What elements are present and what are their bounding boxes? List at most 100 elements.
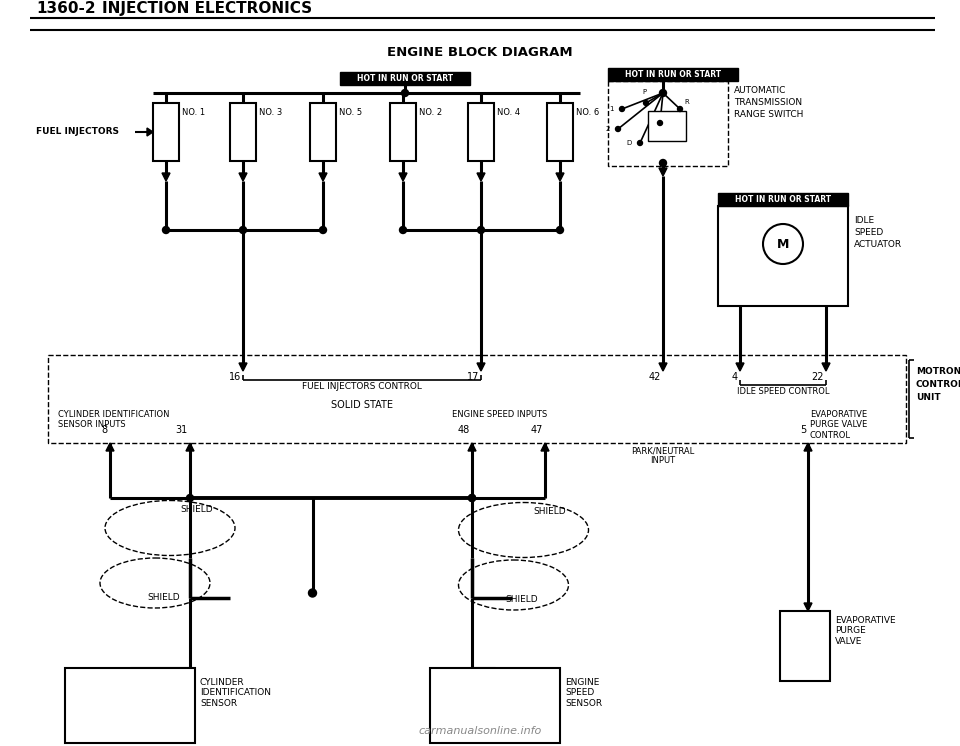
Polygon shape: [804, 443, 812, 451]
Text: carmanualsonline.info: carmanualsonline.info: [419, 726, 541, 736]
Circle shape: [643, 101, 649, 105]
Circle shape: [468, 495, 475, 501]
Circle shape: [619, 107, 625, 111]
Bar: [153, 103, 179, 161]
Text: SPEED: SPEED: [854, 228, 883, 237]
Bar: [310, 103, 336, 161]
Text: NO. 5: NO. 5: [339, 108, 362, 117]
Text: CYLINDER IDENTIFICATION
SENSOR INPUTS: CYLINDER IDENTIFICATION SENSOR INPUTS: [58, 410, 170, 430]
Text: ACTUATOR: ACTUATOR: [854, 240, 902, 249]
Bar: [648, 111, 686, 141]
Circle shape: [186, 495, 194, 501]
Text: IDLE SPEED CONTROL: IDLE SPEED CONTROL: [736, 387, 829, 396]
Polygon shape: [822, 363, 830, 371]
Text: N: N: [664, 120, 669, 126]
Bar: [340, 72, 470, 85]
Polygon shape: [659, 168, 667, 176]
Circle shape: [308, 589, 317, 597]
Text: ENGINE BLOCK DIAGRAM: ENGINE BLOCK DIAGRAM: [387, 46, 573, 59]
Text: IDLE: IDLE: [854, 216, 875, 225]
Circle shape: [658, 121, 662, 125]
Text: UNIT: UNIT: [916, 393, 941, 402]
Text: NO. 2: NO. 2: [419, 108, 443, 117]
Text: HOT IN RUN OR START: HOT IN RUN OR START: [357, 74, 453, 83]
Bar: [390, 103, 416, 161]
Text: PARK/NEUTRAL
INPUT: PARK/NEUTRAL INPUT: [632, 446, 695, 466]
Polygon shape: [477, 173, 485, 181]
Circle shape: [763, 224, 803, 264]
Circle shape: [615, 127, 620, 131]
Circle shape: [660, 160, 666, 166]
Polygon shape: [541, 443, 549, 451]
Polygon shape: [239, 173, 247, 181]
Text: NO. 1: NO. 1: [182, 108, 205, 117]
Text: ENGINE SPEED INPUTS: ENGINE SPEED INPUTS: [452, 410, 547, 419]
Text: AUTOMATIC: AUTOMATIC: [734, 86, 786, 95]
Text: 31: 31: [176, 425, 188, 435]
Polygon shape: [319, 173, 327, 181]
Polygon shape: [186, 443, 194, 451]
Text: SHIELD: SHIELD: [506, 595, 539, 604]
Circle shape: [239, 227, 247, 233]
Polygon shape: [736, 363, 744, 371]
Text: SHIELD: SHIELD: [534, 507, 566, 516]
Text: 48: 48: [458, 425, 470, 435]
Text: SOLID STATE: SOLID STATE: [331, 400, 393, 410]
Circle shape: [320, 227, 326, 233]
Text: MOTRONIC: MOTRONIC: [916, 367, 960, 376]
Text: FUEL INJECTORS CONTROL: FUEL INJECTORS CONTROL: [302, 382, 422, 391]
Text: M: M: [777, 237, 789, 251]
Polygon shape: [147, 128, 153, 136]
Polygon shape: [162, 173, 170, 181]
Circle shape: [477, 227, 485, 233]
Text: 4: 4: [732, 372, 738, 382]
Circle shape: [162, 227, 170, 233]
Text: RANGE SWITCH: RANGE SWITCH: [734, 110, 804, 119]
Text: SHIELD: SHIELD: [147, 593, 180, 602]
Text: TRANSMISSION: TRANSMISSION: [734, 98, 803, 107]
Circle shape: [401, 90, 409, 96]
Bar: [430, 668, 560, 743]
Text: HOT IN RUN OR START: HOT IN RUN OR START: [625, 70, 721, 79]
Circle shape: [557, 227, 564, 233]
Bar: [608, 81, 728, 166]
Polygon shape: [804, 603, 812, 611]
Circle shape: [637, 140, 642, 145]
Circle shape: [399, 227, 406, 233]
Text: ENGINE
SPEED
SENSOR: ENGINE SPEED SENSOR: [565, 678, 602, 708]
Text: EVAPORATIVE
PURGE
VALVE: EVAPORATIVE PURGE VALVE: [835, 616, 896, 646]
Bar: [780, 611, 830, 681]
Polygon shape: [399, 173, 407, 181]
Text: 2: 2: [606, 126, 610, 132]
Polygon shape: [239, 363, 247, 371]
Polygon shape: [659, 363, 667, 371]
Text: 5: 5: [800, 425, 806, 435]
Text: INJECTION ELECTRONICS: INJECTION ELECTRONICS: [102, 1, 312, 16]
Text: CONTROL: CONTROL: [916, 380, 960, 389]
Text: R: R: [684, 99, 688, 105]
Text: NO. 3: NO. 3: [259, 108, 282, 117]
Text: FUEL INJECTORS: FUEL INJECTORS: [36, 128, 119, 137]
Circle shape: [678, 107, 683, 111]
Text: 1360-2: 1360-2: [36, 1, 96, 16]
Text: HOT IN RUN OR START: HOT IN RUN OR START: [735, 195, 831, 204]
Text: NO. 6: NO. 6: [576, 108, 599, 117]
Text: 47: 47: [531, 425, 543, 435]
Text: D: D: [627, 140, 632, 146]
Text: EVAPORATIVE
PURGE VALVE
CONTROL: EVAPORATIVE PURGE VALVE CONTROL: [810, 410, 867, 440]
Text: NO. 4: NO. 4: [497, 108, 520, 117]
Bar: [608, 68, 738, 81]
Polygon shape: [779, 206, 787, 214]
Polygon shape: [556, 173, 564, 181]
Text: 42: 42: [649, 372, 661, 382]
Text: 8: 8: [102, 425, 108, 435]
Polygon shape: [468, 443, 476, 451]
Bar: [547, 103, 573, 161]
Circle shape: [660, 90, 666, 96]
Text: CYLINDER
IDENTIFICATION
SENSOR: CYLINDER IDENTIFICATION SENSOR: [200, 678, 271, 708]
Text: P: P: [642, 89, 646, 95]
Bar: [718, 206, 848, 306]
Polygon shape: [477, 363, 485, 371]
Text: 22: 22: [811, 372, 824, 382]
Bar: [65, 668, 195, 743]
